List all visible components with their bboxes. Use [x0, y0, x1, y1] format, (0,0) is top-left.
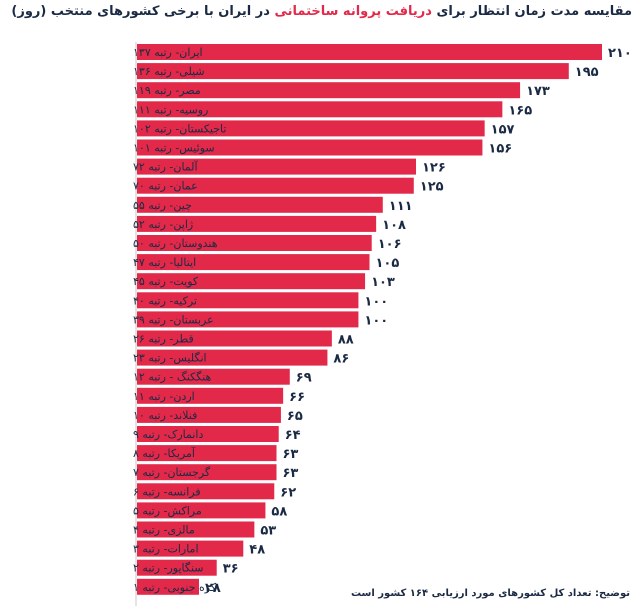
value-label-21: ۶۴: [285, 428, 301, 443]
category-label-26: مالزی- رتبه ۴: [133, 524, 195, 537]
bar-24: [137, 483, 275, 500]
category-label-25: مراکش- رتبه ۵: [133, 504, 202, 517]
value-label-15: ۱۰۰: [364, 313, 388, 328]
category-label-3: مصر- رتبه ۱۱۹: [133, 84, 201, 97]
bar-13: [137, 273, 366, 290]
category-label-27: امارات- رتبه ۳: [133, 543, 199, 556]
footnote: توضیح: تعداد کل کشورهای مورد ارزیابی ۱۶۴…: [350, 588, 630, 599]
category-label-15: عربستان- رتبه ۳۹: [133, 313, 214, 326]
bar-5: [137, 120, 485, 137]
title-part-2: در ایران با برخی کشورهای منتخب (روز): [11, 4, 275, 19]
bar-29: [137, 578, 199, 595]
category-label-4: روسیه- رتبه ۱۱۱: [133, 103, 208, 116]
category-label-17: انگلیس- رتبه ۲۳: [133, 352, 207, 365]
category-label-2: شیلی- رتبه ۱۳۶: [133, 65, 205, 78]
bar-18: [137, 368, 290, 385]
category-label-24: فرانسه- رتبه ۶: [133, 485, 201, 498]
category-label-13: کویت- رتبه ۴۵: [133, 275, 199, 288]
value-label-9: ۱۱۱: [389, 199, 413, 214]
category-label-20: فنلاند- رتبه ۱۰: [133, 409, 197, 422]
value-label-8: ۱۲۵: [420, 180, 444, 195]
value-label-2: ۱۹۵: [575, 65, 599, 80]
bar-19: [137, 387, 284, 404]
value-label-29: ۲۸: [205, 581, 221, 596]
category-label-19: اردن- رتبه ۱۱: [133, 390, 195, 403]
category-label-1: ایران- رتبه ۱۳۷: [133, 46, 203, 59]
bar-27: [137, 540, 244, 557]
bar-12: [137, 254, 370, 271]
category-label-23: گرجستان- رتبه ۷: [133, 466, 211, 479]
category-label-28: سنگاپور- رتبه ۲: [133, 562, 204, 575]
category-label-7: آلمان- رتبه ۷۲: [133, 160, 199, 174]
value-label-13: ۱۰۳: [371, 275, 395, 290]
category-label-18: هنگکنگ - رتبه ۱۲: [133, 371, 212, 384]
category-label-12: ایتالیا- رتبه ۴۷: [133, 256, 196, 269]
bar-26: [137, 521, 255, 538]
category-label-21: دانمارک- رتبه ۹: [133, 428, 203, 441]
value-label-17: ۸۶: [333, 352, 349, 367]
value-label-24: ۶۲: [280, 485, 296, 500]
value-label-16: ۸۸: [338, 333, 354, 348]
value-label-10: ۱۰۸: [382, 218, 406, 233]
bar-7: [137, 158, 416, 175]
category-label-9: چین- رتبه ۵۵: [133, 199, 192, 212]
bar-16: [137, 330, 332, 347]
bar-25: [137, 502, 266, 519]
title-part-1: مقایسه مدت زمان انتظار برای: [431, 4, 632, 19]
value-label-18: ۶۹: [296, 371, 312, 386]
bar-2: [137, 63, 569, 80]
category-label-5: تاجیکستان- رتبه ۱۰۲: [133, 122, 226, 135]
value-label-12: ۱۰۵: [376, 256, 400, 271]
category-label-10: ژاپن- رتبه ۵۲: [133, 218, 193, 231]
bar-8: [137, 177, 414, 194]
category-label-11: هندوستان- رتبه ۵۰: [133, 237, 218, 250]
bar-4: [137, 101, 503, 118]
chart-title: مقایسه مدت زمان انتظار برای دریافت پروان…: [0, 4, 632, 19]
bar-22: [137, 445, 277, 462]
category-label-22: آمریکا- رتبه ۸: [133, 446, 196, 460]
value-label-27: ۴۸: [249, 543, 265, 558]
value-label-11: ۱۰۶: [378, 237, 402, 252]
category-label-6: سوئیس- رتبه ۱۰۱: [133, 142, 215, 155]
category-label-8: عمان- رتبه ۷۰: [133, 180, 198, 193]
bar-21: [137, 426, 279, 442]
value-label-19: ۶۶: [289, 390, 305, 405]
bar-15: [137, 311, 359, 328]
value-label-14: ۱۰۰: [364, 294, 388, 309]
value-label-1: ۲۱۰: [608, 46, 632, 61]
value-label-5: ۱۵۷: [491, 122, 515, 137]
bar-6: [137, 139, 483, 156]
bar-3: [137, 82, 521, 99]
bar-11: [137, 235, 372, 251]
value-label-25: ۵۸: [271, 504, 287, 519]
bar-28: [137, 559, 217, 576]
bar-14: [137, 292, 359, 309]
category-label-14: ترکیه- رتبه ۴۰: [133, 294, 197, 307]
title-highlight: دریافت پروانه ساختمانی: [274, 4, 432, 19]
bar-9: [137, 196, 383, 213]
value-label-28: ۳۶: [223, 562, 239, 577]
bar-20: [137, 406, 281, 423]
bar-1: [137, 44, 602, 60]
bar-23: [137, 464, 277, 481]
value-label-6: ۱۵۶: [488, 142, 512, 157]
value-label-23: ۶۳: [283, 466, 299, 481]
bar-10: [137, 215, 377, 232]
value-label-3: ۱۷۳: [526, 84, 550, 99]
category-label-29: کره جنوبی- رتبه ۱: [133, 581, 217, 594]
bar-17: [137, 349, 328, 366]
value-label-4: ۱۶۵: [508, 103, 532, 118]
value-label-22: ۶۳: [283, 447, 299, 462]
category-label-16: قطر- رتبه ۲۶: [133, 333, 194, 346]
value-label-26: ۵۳: [260, 524, 276, 539]
value-label-20: ۶۵: [287, 409, 303, 424]
value-label-7: ۱۲۶: [422, 161, 446, 176]
